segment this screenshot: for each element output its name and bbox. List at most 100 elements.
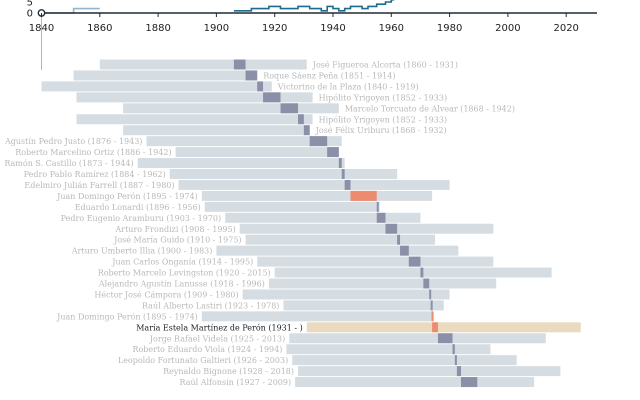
president-row: Agustín Pedro Justo (1876 - 1943) bbox=[4, 136, 342, 147]
term-bar bbox=[263, 92, 281, 103]
lifespan-bar bbox=[286, 344, 491, 355]
president-row: Pedro Pablo Ramírez (1884 - 1962) bbox=[24, 169, 398, 179]
term-bar bbox=[437, 333, 453, 344]
president-row: Roberto Marcelo Levingston (1920 - 2015) bbox=[98, 267, 552, 278]
president-name-label: Hipólito Yrigoyen (1852 - 1933) bbox=[319, 93, 447, 102]
lifespan-bar bbox=[137, 158, 345, 169]
president-name-label: Juan Domingo Perón (1895 - 1974) bbox=[56, 312, 198, 321]
president-name-label: Roberto Eduardo Viola (1924 - 1994) bbox=[132, 345, 282, 354]
lifespan-bar bbox=[268, 278, 497, 289]
president-name-label: Victorino de la Plaza (1840 - 1919) bbox=[277, 82, 419, 91]
term-bar bbox=[298, 114, 304, 125]
term-bar bbox=[408, 256, 421, 267]
term-bar bbox=[233, 59, 246, 70]
president-name-label: Eduardo Lonardi (1896 - 1956) bbox=[75, 203, 201, 212]
president-row: Roberto Eduardo Viola (1924 - 1994) bbox=[132, 344, 491, 355]
lifespan-bar bbox=[201, 311, 433, 322]
president-row: José Figueroa Alcorta (1860 - 1931) bbox=[99, 59, 458, 70]
term-bar bbox=[460, 377, 478, 388]
lifespan-bar bbox=[178, 179, 450, 190]
x-tick-label: 1860 bbox=[87, 23, 112, 34]
lifespan-bar bbox=[239, 223, 494, 234]
president-row: Pedro Eugenio Aramburu (1903 - 1970) bbox=[61, 212, 421, 223]
president-name-label: José Figueroa Alcorta (1860 - 1931) bbox=[312, 61, 458, 70]
president-name-label: Roberto Marcelino Ortiz (1886 - 1942) bbox=[15, 148, 171, 157]
president-name-label: Pedro Pablo Ramírez (1884 - 1962) bbox=[24, 170, 166, 179]
president-row: Jorge Rafael Videla (1925 - 2013) bbox=[149, 333, 546, 344]
president-row: Edelmiro Julián Farrell (1887 - 1980) bbox=[24, 179, 450, 190]
y-tick-label: 0 bbox=[27, 9, 33, 20]
president-row: Juan Carlos Onganía (1914 - 1995) bbox=[111, 256, 494, 267]
term-bar bbox=[400, 245, 409, 256]
lifespan-bar bbox=[283, 300, 444, 311]
term-bar bbox=[452, 344, 455, 355]
term-bar bbox=[341, 169, 345, 179]
president-name-label: José María Guido (1910 - 1975) bbox=[113, 236, 241, 245]
president-name-label: Héctor José Cámpora (1909 - 1980) bbox=[94, 290, 238, 299]
y-tick-label: 5 bbox=[27, 0, 33, 9]
term-bar bbox=[327, 147, 339, 158]
lifespan-bar bbox=[295, 377, 535, 388]
president-name-label: Reynaldo Bignone (1928 - 2018) bbox=[163, 367, 294, 376]
lifespan-bar bbox=[175, 147, 339, 158]
term-bar bbox=[385, 223, 398, 234]
term-bar bbox=[350, 190, 377, 201]
president-row: Roberto Marcelino Ortiz (1886 - 1942) bbox=[15, 147, 339, 158]
term-bar bbox=[432, 322, 438, 333]
president-lifespan-bars: José Figueroa Alcorta (1860 - 1931)Roque… bbox=[4, 59, 581, 388]
president-row: Hipólito Yrigoyen (1852 - 1933) bbox=[76, 114, 447, 125]
president-row: Juan Domingo Perón (1895 - 1974) bbox=[56, 190, 433, 201]
president-name-label: Hipólito Yrigoyen (1852 - 1933) bbox=[319, 115, 447, 124]
lifespan-bar bbox=[123, 103, 339, 114]
term-bar bbox=[376, 201, 379, 212]
living-presidents-line-chart: 05 bbox=[27, 0, 395, 20]
president-name-label: Pedro Eugenio Aramburu (1903 - 1970) bbox=[61, 214, 221, 223]
x-tick-label: 1940 bbox=[320, 23, 345, 34]
lifespan-bar bbox=[292, 355, 517, 366]
president-name-label: Juan Domingo Perón (1895 - 1974) bbox=[56, 192, 198, 201]
president-row: Ramón S. Castillo (1873 - 1944) bbox=[4, 158, 345, 169]
lifespan-bar bbox=[73, 70, 258, 81]
x-tick-label: 1920 bbox=[262, 23, 287, 34]
president-row: Juan Domingo Perón (1895 - 1974) bbox=[56, 311, 434, 322]
lifespan-bar bbox=[274, 267, 552, 278]
term-bar bbox=[344, 179, 351, 190]
president-name-label: Jorge Rafael Videla (1925 - 2013) bbox=[149, 334, 285, 343]
lifespan-bar bbox=[204, 201, 380, 212]
president-row: Roque Sáenz Peña (1851 - 1914) bbox=[73, 70, 395, 81]
president-name-label: Arturo Umberto Illia (1900 - 1983) bbox=[71, 247, 213, 256]
president-name-label: Raúl Alberto Lastiri (1923 - 1978) bbox=[142, 301, 279, 310]
term-bar bbox=[423, 278, 430, 289]
term-bar bbox=[338, 158, 342, 169]
president-name-label: María Estela Martínez de Perón (1931 - ) bbox=[136, 323, 303, 332]
president-name-label: José Félix Uriburu (1868 - 1932) bbox=[315, 126, 447, 135]
term-bar bbox=[397, 234, 401, 245]
x-tick-label: 1880 bbox=[145, 23, 170, 34]
president-name-label: Edelmiro Julián Farrell (1887 - 1980) bbox=[24, 181, 174, 190]
term-bar bbox=[454, 355, 457, 366]
president-row: Hipólito Yrigoyen (1852 - 1933) bbox=[76, 92, 447, 103]
lifespan-bar bbox=[298, 366, 561, 377]
president-row: Reynaldo Bignone (1928 - 2018) bbox=[163, 366, 561, 377]
president-row: Héctor José Cámpora (1909 - 1980) bbox=[94, 289, 450, 300]
president-name-label: Roberto Marcelo Levingston (1920 - 2015) bbox=[98, 269, 271, 278]
term-bar bbox=[245, 70, 258, 81]
lifespan-bar bbox=[76, 92, 313, 103]
term-bar bbox=[456, 366, 461, 377]
lifespan-bar bbox=[201, 190, 433, 201]
lifespan-bar bbox=[257, 256, 494, 267]
president-name-label: Alejandro Agustín Lanusse (1918 - 1996) bbox=[98, 280, 265, 289]
lifespan-bar bbox=[41, 81, 272, 92]
president-name-label: Leopoldo Fortunato Galtieri (1926 - 2003… bbox=[118, 356, 288, 365]
president-row: Eduardo Lonardi (1896 - 1956) bbox=[75, 201, 380, 212]
living-presidents-line-segment bbox=[233, 0, 395, 12]
president-row: Marcelo Torcuato de Alvear (1868 - 1942) bbox=[123, 103, 515, 114]
lifespan-bar bbox=[146, 136, 342, 147]
president-name-label: Marcelo Torcuato de Alvear (1868 - 1942) bbox=[345, 104, 515, 113]
term-bar bbox=[429, 289, 432, 300]
term-bar bbox=[430, 300, 433, 311]
president-name-label: Raúl Alfonsín (1927 - 2009) bbox=[179, 378, 291, 387]
x-tick-label: 1980 bbox=[437, 23, 462, 34]
lifespan-bar bbox=[123, 125, 310, 136]
